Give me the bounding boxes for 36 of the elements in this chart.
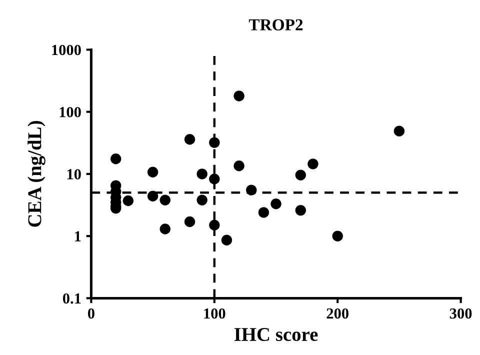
y-tick-label: 0.1 <box>62 293 81 304</box>
point <box>196 168 208 180</box>
point <box>258 207 270 218</box>
point <box>209 220 220 230</box>
point <box>184 134 196 145</box>
point <box>246 184 257 196</box>
x-tick-label: 100 <box>204 308 226 319</box>
x-tick-label: 300 <box>450 308 472 319</box>
point <box>221 234 232 246</box>
x-tick-label: 200 <box>326 308 348 319</box>
point <box>270 198 282 210</box>
chart-title: TROP2 <box>248 19 303 30</box>
point <box>184 216 196 228</box>
point <box>147 190 158 202</box>
point <box>234 160 244 172</box>
point <box>209 137 220 148</box>
point <box>332 230 343 242</box>
point <box>147 166 158 178</box>
x-axis-title: IHC score <box>234 328 318 342</box>
point <box>160 224 170 234</box>
point <box>295 204 306 216</box>
y-tick-label: 1000 <box>52 44 81 56</box>
point <box>308 158 318 170</box>
point <box>160 194 170 206</box>
point <box>234 90 244 102</box>
y-tick-label: 100 <box>60 106 81 118</box>
point <box>295 170 306 180</box>
point <box>196 194 208 206</box>
point <box>110 154 122 164</box>
point <box>394 126 405 136</box>
x-tick-label: 0 <box>88 308 94 319</box>
y-tick-label: 1 <box>75 231 81 242</box>
point <box>122 195 134 206</box>
y-tick-label: 10 <box>67 169 81 180</box>
y-axis-title: CEA (ng/dL) <box>28 121 46 227</box>
point <box>209 174 220 184</box>
